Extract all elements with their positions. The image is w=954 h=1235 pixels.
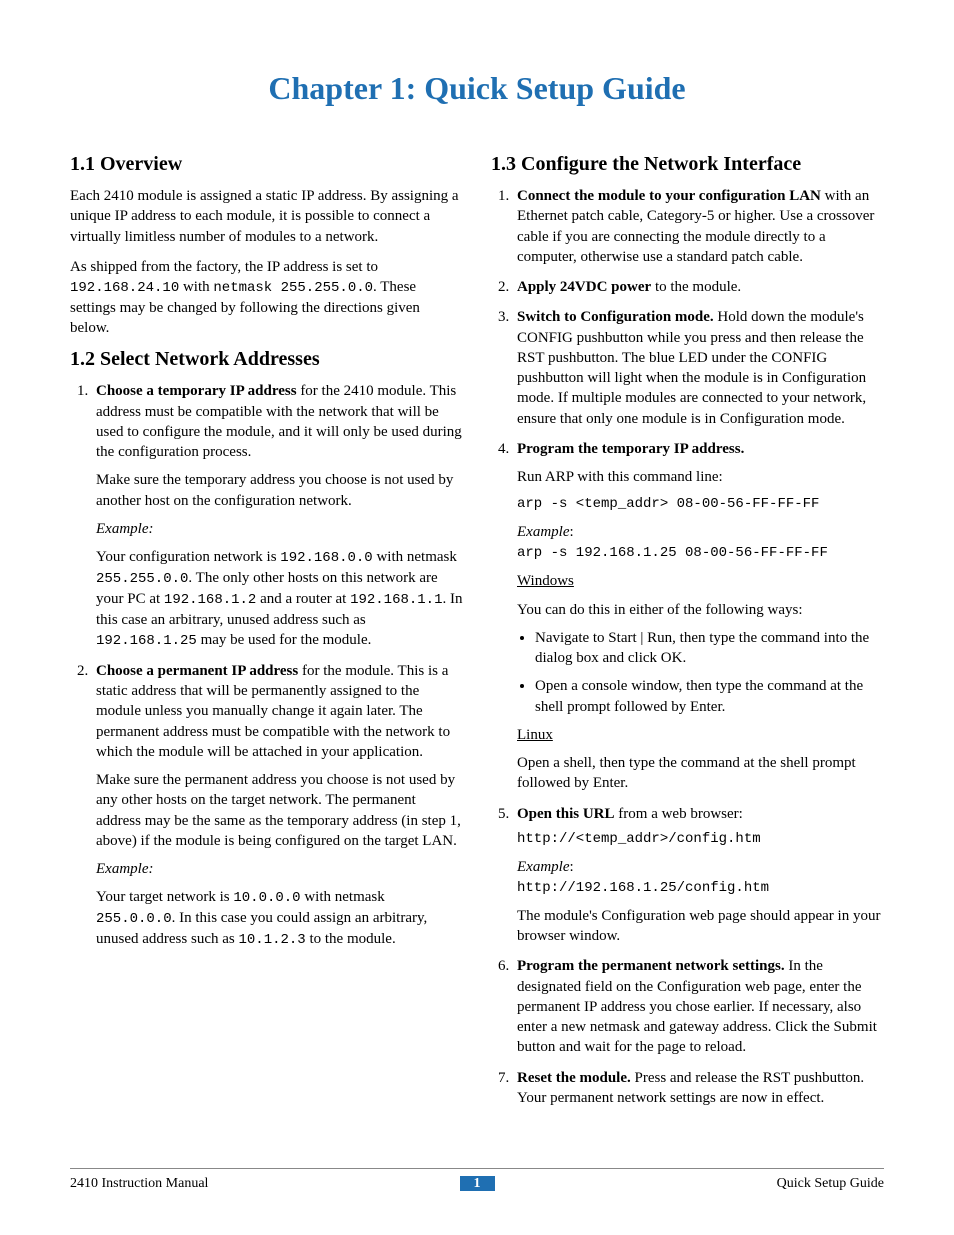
left-column: 1.1 Overview Each 2410 module is assigne… [70,147,463,1118]
example-label: Example [517,859,569,875]
list-item: Switch to Configuration mode. Hold down … [513,307,884,429]
example-body: Your target network is 10.0.0.0 with net… [96,887,463,950]
section-1-1-heading: 1.1 Overview [70,153,463,176]
section-1-3-list: Connect the module to your configuration… [491,186,884,1108]
section-1-2-list: Choose a temporary IP address for the 24… [70,381,463,950]
netmask-literal: 255.255.0.0 [272,280,373,296]
ip-literal: 192.168.0.0 [280,550,372,566]
list-item: Open a console window, then type the com… [535,676,884,717]
overview-p2: As shipped from the factory, the IP addr… [70,257,463,339]
command-line: arp -s 192.168.1.25 08-00-56-FF-FF-FF [517,545,828,561]
list-item: Choose a temporary IP address for the 24… [92,381,463,651]
section-1-3-heading: 1.3 Configure the Network Interface [491,153,884,176]
text: to the module. [651,279,741,295]
text: to the module. [306,931,396,947]
list-item: Connect the module to your configuration… [513,186,884,267]
text: with netmask [373,549,457,565]
list-item: Apply 24VDC power to the module. [513,277,884,297]
url-line: http://192.168.1.25/config.htm [517,880,769,896]
example-line: Example:arp -s 192.168.1.25 08-00-56-FF-… [517,522,884,563]
lead-bold: Choose a temporary IP address [96,383,297,399]
command-line: arp -s <temp_addr> 08-00-56-FF-FF-FF [517,495,884,514]
text: Run ARP with this command line: [517,467,884,487]
netmask-label: netmask [213,280,272,296]
ip-literal: 10.0.0.0 [233,890,300,906]
windows-options: Navigate to Start | Run, then type the c… [517,628,884,717]
section-1-2-heading: 1.2 Select Network Addresses [70,348,463,371]
content-columns: 1.1 Overview Each 2410 module is assigne… [70,147,884,1118]
lead-bold: Apply 24VDC power [517,279,651,295]
lead-bold: Program the temporary IP address. [517,441,744,457]
text: Make sure the temporary address you choo… [96,470,463,511]
ip-literal: 192.168.1.25 [96,633,197,649]
text: may be used for the module. [197,632,372,648]
list-item: Choose a permanent IP address for the mo… [92,661,463,950]
example-label: Example: [96,519,463,539]
ip-literal: 192.168.1.2 [164,592,256,608]
lead-bold: Connect the module to your configuration… [517,188,821,204]
lead-bold: Reset the module. [517,1070,631,1086]
page-number: 1 [460,1176,495,1191]
footer-left: 2410 Instruction Manual [70,1176,460,1192]
footer-center: 1 [460,1175,495,1193]
list-item: Program the permanent network settings. … [513,956,884,1057]
list-item: Reset the module. Press and release the … [513,1068,884,1109]
os-heading-windows: Windows [517,571,884,591]
text: Your configuration network is [96,549,280,565]
example-line: Example:http://192.168.1.25/config.htm [517,857,884,898]
ip-literal: 192.168.24.10 [70,280,179,296]
text: Hold down the module's CONFIG pushbutton… [517,309,866,426]
os-heading-linux: Linux [517,725,884,745]
text: You can do this in either of the followi… [517,600,884,620]
list-item: Navigate to Start | Run, then type the c… [535,628,884,669]
text: from a web browser: [615,806,743,822]
example-body: Your configuration network is 192.168.0.… [96,547,463,651]
ip-literal: 10.1.2.3 [238,932,305,948]
example-label: Example [517,524,569,540]
example-label: Example: [96,859,463,879]
lead-bold: Program the permanent network settings. [517,958,785,974]
lead-bold: Choose a permanent IP address [96,663,298,679]
text: Make sure the permanent address you choo… [96,770,463,851]
footer-right: Quick Setup Guide [495,1176,885,1192]
ip-literal: 192.168.1.1 [350,592,442,608]
text: The module's Configuration web page shou… [517,906,884,947]
netmask-literal: 255.0.0.0 [96,911,172,927]
list-item: Program the temporary IP address. Run AR… [513,439,884,794]
list-item: Open this URL from a web browser: http:/… [513,804,884,947]
chapter-title: Chapter 1: Quick Setup Guide [70,70,884,107]
text: Your target network is [96,889,233,905]
text: Open a shell, then type the command at t… [517,753,884,794]
right-column: 1.3 Configure the Network Interface Conn… [491,147,884,1118]
netmask-literal: 255.255.0.0 [96,571,188,587]
text: with [179,279,213,295]
page-footer: 2410 Instruction Manual 1 Quick Setup Gu… [70,1168,884,1193]
text: with netmask [301,889,385,905]
overview-p1: Each 2410 module is assigned a static IP… [70,186,463,247]
text: and a router at [256,591,350,607]
text: As shipped from the factory, the IP addr… [70,259,378,275]
lead-bold: Switch to Configuration mode. [517,309,714,325]
lead-bold: Open this URL [517,806,615,822]
url-line: http://<temp_addr>/config.htm [517,830,884,849]
